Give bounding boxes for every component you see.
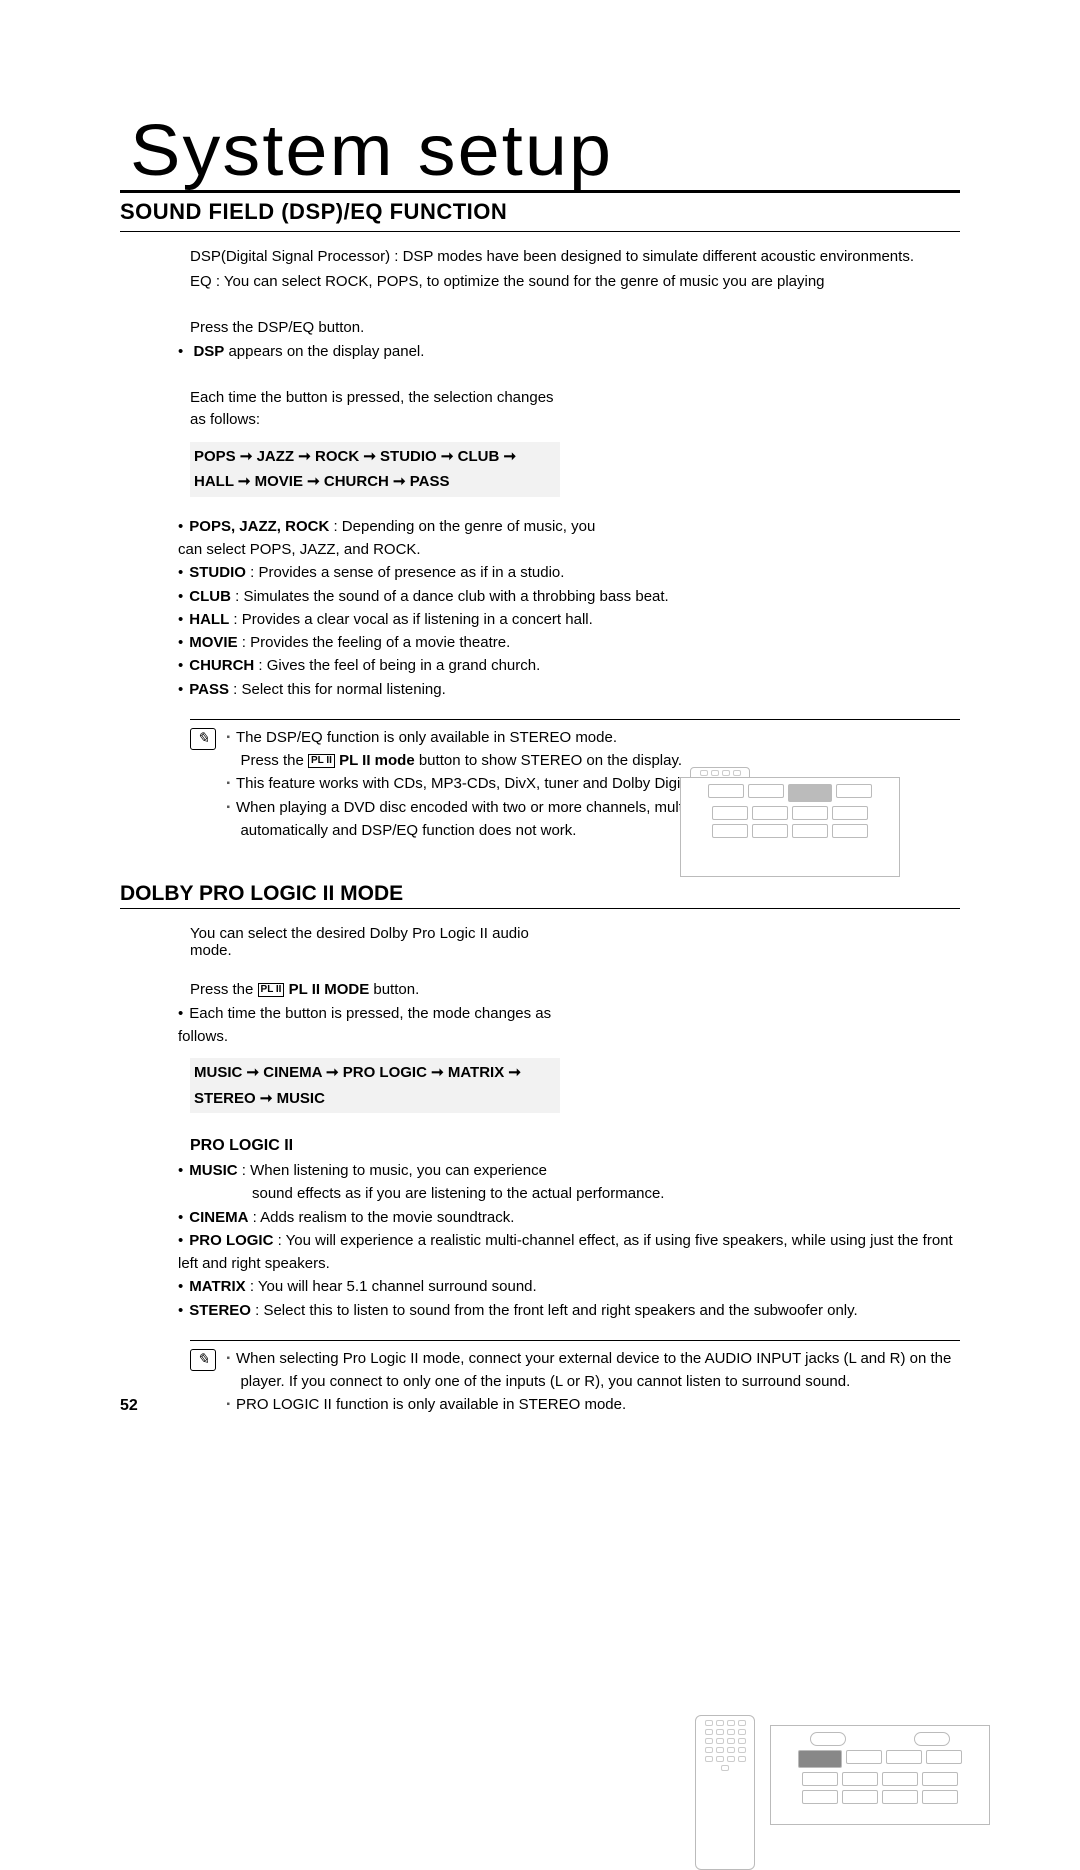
- mode-prologic: PRO LOGIC : You will experience a realis…: [178, 1229, 960, 1276]
- dsp-appears-line: DSP appears on the display panel.: [178, 340, 960, 363]
- dsp-sequence: POPS ➞ JAZZ ➞ ROCK ➞ STUDIO ➞ CLUB ➞ HAL…: [190, 442, 560, 497]
- note-dolby-connect: When selecting Pro Logic II mode, connec…: [226, 1347, 956, 1394]
- dsp-bold: DSP: [193, 343, 224, 360]
- dsp-intro-1: DSP(Digital Signal Processor) : DSP mode…: [190, 246, 960, 269]
- mode-matrix: MATRIX : You will hear 5.1 channel surro…: [178, 1275, 960, 1298]
- note-dolby-stereo: PRO LOGIC II function is only available …: [226, 1393, 956, 1416]
- dolby-note-block: ✎ When selecting Pro Logic II mode, conn…: [190, 1340, 960, 1417]
- remote-panel-1: [680, 777, 900, 877]
- dolby-mode-list: MUSIC : When listening to music, you can…: [178, 1159, 960, 1322]
- mode-church: CHURCH : Gives the feel of being in a gr…: [178, 654, 960, 677]
- dolby-intro: You can select the desired Dolby Pro Log…: [190, 925, 560, 959]
- dsp-each-line: Each time the button is pressed, the sel…: [190, 387, 560, 432]
- mode-pops: POPS, JAZZ, ROCK : Depending on the genr…: [178, 515, 608, 562]
- mode-studio: STUDIO : Provides a sense of presence as…: [178, 561, 960, 584]
- section-sound-field-heading: SOUND FIELD (DSP)/EQ FUNCTION: [120, 199, 960, 225]
- note-icon: ✎: [190, 728, 216, 750]
- pl2-badge-icon: PL II: [258, 983, 285, 997]
- mode-movie: MOVIE : Provides the feeling of a movie …: [178, 631, 960, 654]
- section-dolby-heading: DOLBY PRO LOGIC II MODE: [120, 882, 960, 906]
- pl2-badge-icon: PL II: [308, 754, 335, 768]
- dolby-sequence: MUSIC ➞ CINEMA ➞ PRO LOGIC ➞ MATRIX ➞ ST…: [190, 1058, 560, 1113]
- mode-music: MUSIC : When listening to music, you can…: [178, 1159, 960, 1182]
- page-number: 52: [120, 1397, 138, 1415]
- dsp-intro-2: EQ : You can select ROCK, POPS, to optim…: [190, 271, 960, 294]
- note-dsp-press: Press the PL II PL II mode button to sho…: [226, 749, 956, 772]
- mode-music-cont: sound effects as if you are listening to…: [252, 1182, 960, 1205]
- mode-club: CLUB : Simulates the sound of a dance cl…: [178, 585, 960, 608]
- dsp-mode-list: POPS, JAZZ, ROCK : Depending on the genr…: [178, 515, 960, 701]
- note-rule-2: [190, 1340, 960, 1341]
- mode-stereo: STEREO : Select this to listen to sound …: [178, 1299, 960, 1322]
- remote-panel-2: [770, 1725, 990, 1825]
- dolby-press-line: Press the PL II PL II MODE button.: [190, 979, 560, 1002]
- mode-hall: HALL : Provides a clear vocal as if list…: [178, 608, 960, 631]
- remote-outline-2: [695, 1715, 755, 1870]
- mode-pass: PASS : Select this for normal listening.: [178, 678, 960, 701]
- section-rule: [120, 231, 960, 232]
- section-rule-2: [120, 908, 960, 909]
- page-title: System setup: [130, 110, 1001, 192]
- note-dsp-stereo: The DSP/EQ function is only available in…: [226, 726, 956, 749]
- mode-cinema: CINEMA : Adds realism to the movie sound…: [178, 1206, 960, 1229]
- note-icon: ✎: [190, 1349, 216, 1371]
- dolby-each-line: Each time the button is pressed, the mod…: [178, 1002, 560, 1049]
- pro-logic-subheading: PRO LOGIC II: [190, 1137, 960, 1155]
- dsp-rest: appears on the display panel.: [224, 343, 424, 360]
- note-rule: [190, 719, 960, 720]
- dsp-press-line: Press the DSP/EQ button.: [190, 317, 960, 340]
